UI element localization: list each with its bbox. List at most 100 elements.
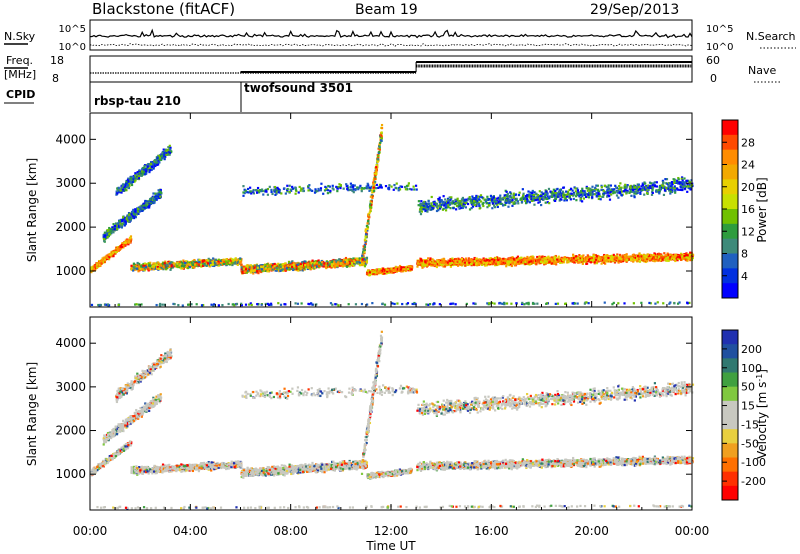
power-cell [203,259,206,262]
power-cell [363,260,366,264]
power-cell [297,267,300,270]
power-cell [345,265,349,268]
power-cell [410,268,413,271]
power-cell [408,267,411,270]
power-cell [386,270,389,273]
power-cell [190,261,193,264]
power-cell [325,261,328,264]
power-cell [347,264,350,267]
power-cell [657,255,660,258]
noise-tick-top-left: 10^5 [59,24,86,35]
power-cell [315,263,318,266]
power-cell [256,270,259,273]
power-cell [228,263,231,266]
power-cell [195,260,198,264]
power-cell [271,264,275,267]
power-cell [586,254,589,257]
power-cell [383,272,386,275]
beam-title: Beam 19 [355,2,418,18]
power-cell [274,264,277,267]
power-cell [252,270,255,273]
power-cell [282,263,285,266]
power-cell [281,266,284,269]
power-cell [399,266,403,269]
power-cell [336,261,340,264]
power-cell [372,269,375,272]
power-cell [293,265,296,268]
power-cell [239,258,242,261]
power-cell [291,264,294,267]
power-cell [156,265,160,269]
power-cell [180,267,183,270]
power-cell [403,266,406,269]
power-cell [169,261,173,264]
power-cell [371,269,374,273]
power-cell [338,261,341,264]
power-cell [293,267,296,271]
power-cell [114,251,117,254]
power-cell [112,254,115,258]
power-cell [275,269,278,272]
power-cell [363,265,367,268]
power-cell [402,268,405,271]
power-cell [143,262,146,265]
power-cell [291,265,294,268]
freq-traces [90,61,692,74]
power-cell [135,267,139,270]
power-cell [128,236,132,239]
power-cell [147,269,150,272]
power-cell [384,270,387,273]
power-cell [302,263,306,267]
power-cell [123,241,127,244]
power-cell [377,270,380,273]
power-cell [323,262,326,265]
power-cell [249,268,252,271]
power-cell [331,261,334,264]
power-cell [130,238,133,241]
power-cell [299,263,303,266]
power-cell [261,268,264,271]
power-cell [689,251,692,254]
power-cell [330,264,334,268]
power-cell [128,241,131,244]
power-cell [201,262,205,265]
power-cell [581,262,584,265]
power-cell [239,257,242,260]
power-cell [264,264,267,267]
power-cell [191,263,194,266]
power-cell [93,266,96,269]
power-cell [273,262,276,266]
power-cell [240,258,243,261]
power-cell [319,265,322,268]
power-cell [400,269,403,273]
power-cell [176,265,179,268]
power-cell [323,263,326,266]
power-cell [384,268,387,271]
power-cell [122,246,125,249]
power-cell [451,257,454,260]
power-cell [369,270,373,273]
power-cell [326,264,329,267]
power-cell [101,257,104,260]
power-cell [278,264,281,267]
power-cell [345,260,349,263]
power-cell [118,246,121,249]
power-cell [254,270,257,274]
power-cell [407,265,411,268]
power-cell [292,268,295,272]
power-cell [127,243,130,246]
power-cell [219,261,223,264]
cpid-label: CPID [6,88,35,101]
power-cell [134,265,137,268]
power-cell [618,253,622,257]
power-cell [420,261,424,264]
power-cell [346,262,349,265]
power-cell [297,262,300,265]
power-cell [287,267,290,270]
power-cell [325,264,328,267]
power-cell [353,260,356,264]
power-cell [334,262,337,265]
power-cell [269,267,272,270]
power-cell [111,251,114,254]
